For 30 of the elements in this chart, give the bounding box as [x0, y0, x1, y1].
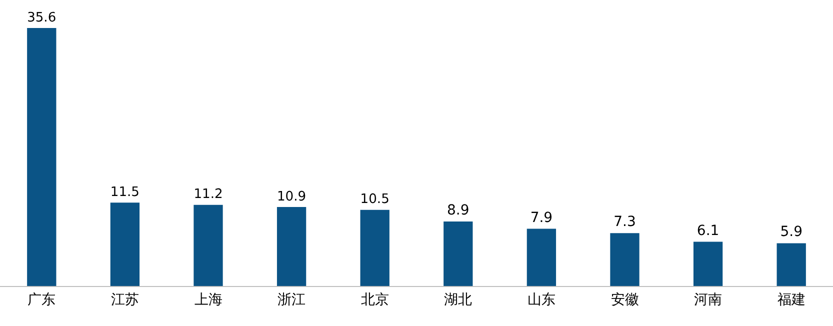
bar [610, 233, 640, 286]
data-label: 7.9 [530, 210, 553, 226]
bar [27, 28, 56, 286]
data-label: 10.9 [276, 189, 306, 204]
x-tick-label: 湖北 [444, 292, 472, 308]
x-tick-label: 河南 [694, 292, 722, 308]
x-tick-label: 浙江 [278, 292, 306, 308]
bar [110, 202, 140, 286]
x-tick-label: 福建 [777, 292, 806, 308]
bar [526, 228, 556, 286]
x-tick-label: 上海 [194, 292, 222, 308]
bar [276, 207, 306, 286]
x-tick-label: 山东 [527, 292, 556, 308]
data-label: 7.3 [614, 214, 636, 230]
x-tick-label: 北京 [360, 292, 389, 308]
data-label: 11.5 [110, 184, 140, 200]
bar [776, 243, 806, 286]
bar [444, 222, 473, 286]
data-label: 35.6 [27, 10, 56, 26]
x-tick-label: 江苏 [110, 292, 139, 308]
bar [693, 242, 723, 286]
x-tick-label: 广东 [28, 292, 56, 308]
data-label: 6.1 [696, 222, 720, 239]
bar [360, 210, 390, 286]
bar [194, 204, 223, 286]
data-label: 5.9 [780, 224, 802, 240]
data-label: 11.2 [194, 187, 223, 202]
data-label: 8.9 [447, 202, 470, 218]
x-tick-label: 安徽 [610, 292, 639, 308]
data-label: 10.5 [360, 192, 390, 208]
